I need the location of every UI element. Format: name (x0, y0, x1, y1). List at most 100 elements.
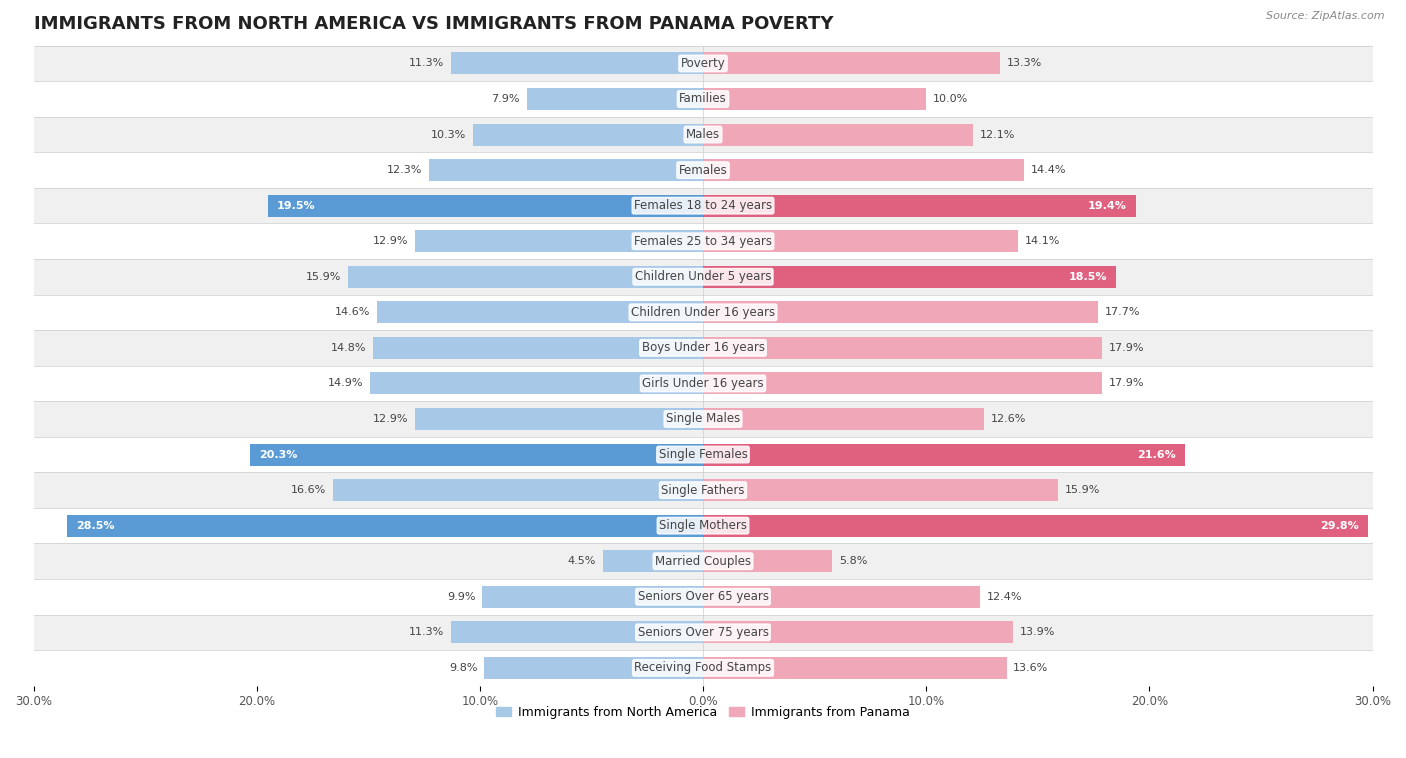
Text: Married Couples: Married Couples (655, 555, 751, 568)
Bar (34, 259, 1372, 295)
Text: Boys Under 16 years: Boys Under 16 years (641, 341, 765, 355)
Bar (34, 365, 1372, 401)
Bar (703, 266, 1116, 288)
Text: Seniors Over 65 years: Seniors Over 65 years (637, 590, 769, 603)
Text: Receiving Food Stamps: Receiving Food Stamps (634, 662, 772, 675)
Bar (527, 88, 703, 110)
Text: 15.9%: 15.9% (1064, 485, 1099, 495)
Bar (703, 52, 1000, 74)
Text: 13.6%: 13.6% (1014, 663, 1049, 673)
Text: 5.8%: 5.8% (839, 556, 868, 566)
Bar (377, 302, 703, 324)
Text: Children Under 5 years: Children Under 5 years (634, 271, 772, 283)
Bar (349, 266, 703, 288)
Text: Single Males: Single Males (666, 412, 740, 425)
Bar (34, 650, 1372, 686)
Bar (34, 330, 1372, 365)
Text: Children Under 16 years: Children Under 16 years (631, 305, 775, 319)
Text: 12.4%: 12.4% (987, 592, 1022, 602)
Text: 10.0%: 10.0% (932, 94, 969, 104)
Text: 19.4%: 19.4% (1088, 201, 1128, 211)
Text: 17.9%: 17.9% (1109, 378, 1144, 388)
Bar (482, 586, 703, 608)
Bar (34, 188, 1372, 224)
Bar (703, 124, 973, 146)
Text: 13.3%: 13.3% (1007, 58, 1042, 68)
Bar (67, 515, 703, 537)
Legend: Immigrants from North America, Immigrants from Panama: Immigrants from North America, Immigrant… (492, 701, 914, 724)
Text: Girls Under 16 years: Girls Under 16 years (643, 377, 763, 390)
Bar (703, 443, 1185, 465)
Text: 12.9%: 12.9% (373, 414, 408, 424)
Text: 13.9%: 13.9% (1019, 628, 1056, 637)
Bar (373, 337, 703, 359)
Text: 18.5%: 18.5% (1069, 272, 1107, 282)
Bar (34, 472, 1372, 508)
Text: 14.9%: 14.9% (328, 378, 364, 388)
Text: 17.9%: 17.9% (1109, 343, 1144, 353)
Text: 14.4%: 14.4% (1031, 165, 1067, 175)
Bar (703, 195, 1136, 217)
Bar (484, 657, 703, 679)
Text: 14.8%: 14.8% (330, 343, 366, 353)
Bar (415, 408, 703, 430)
Text: Single Females: Single Females (658, 448, 748, 461)
Bar (703, 372, 1102, 394)
Text: 20.3%: 20.3% (259, 449, 297, 459)
Text: 17.7%: 17.7% (1105, 307, 1140, 318)
Bar (703, 622, 1014, 644)
Bar (34, 508, 1372, 543)
Bar (429, 159, 703, 181)
Text: 7.9%: 7.9% (492, 94, 520, 104)
Bar (451, 52, 703, 74)
Text: Source: ZipAtlas.com: Source: ZipAtlas.com (1267, 11, 1385, 21)
Text: 19.5%: 19.5% (277, 201, 315, 211)
Text: Families: Families (679, 92, 727, 105)
Text: 9.8%: 9.8% (449, 663, 478, 673)
Bar (250, 443, 703, 465)
Bar (34, 401, 1372, 437)
Text: 12.1%: 12.1% (980, 130, 1015, 139)
Text: 12.6%: 12.6% (991, 414, 1026, 424)
Bar (371, 372, 703, 394)
Text: Females 25 to 34 years: Females 25 to 34 years (634, 235, 772, 248)
Text: Single Fathers: Single Fathers (661, 484, 745, 496)
Text: 4.5%: 4.5% (568, 556, 596, 566)
Bar (474, 124, 703, 146)
Bar (34, 579, 1372, 615)
Bar (34, 117, 1372, 152)
Text: 9.9%: 9.9% (447, 592, 475, 602)
Bar (703, 657, 1007, 679)
Bar (34, 295, 1372, 330)
Bar (451, 622, 703, 644)
Bar (34, 543, 1372, 579)
Text: Females 18 to 24 years: Females 18 to 24 years (634, 199, 772, 212)
Text: 12.3%: 12.3% (387, 165, 422, 175)
Bar (34, 152, 1372, 188)
Bar (703, 515, 1368, 537)
Bar (267, 195, 703, 217)
Text: 11.3%: 11.3% (409, 628, 444, 637)
Text: 14.1%: 14.1% (1025, 236, 1060, 246)
Bar (703, 88, 927, 110)
Bar (34, 81, 1372, 117)
Text: Females: Females (679, 164, 727, 177)
Text: 14.6%: 14.6% (335, 307, 371, 318)
Bar (34, 615, 1372, 650)
Bar (703, 230, 1018, 252)
Bar (703, 586, 980, 608)
Bar (703, 408, 984, 430)
Bar (703, 479, 1057, 501)
Text: Poverty: Poverty (681, 57, 725, 70)
Text: Males: Males (686, 128, 720, 141)
Text: 29.8%: 29.8% (1320, 521, 1360, 531)
Bar (703, 550, 832, 572)
Text: Single Mothers: Single Mothers (659, 519, 747, 532)
Bar (34, 45, 1372, 81)
Bar (703, 302, 1098, 324)
Text: 12.9%: 12.9% (373, 236, 408, 246)
Text: 21.6%: 21.6% (1137, 449, 1175, 459)
Text: 28.5%: 28.5% (76, 521, 114, 531)
Text: 16.6%: 16.6% (291, 485, 326, 495)
Text: Seniors Over 75 years: Seniors Over 75 years (637, 626, 769, 639)
